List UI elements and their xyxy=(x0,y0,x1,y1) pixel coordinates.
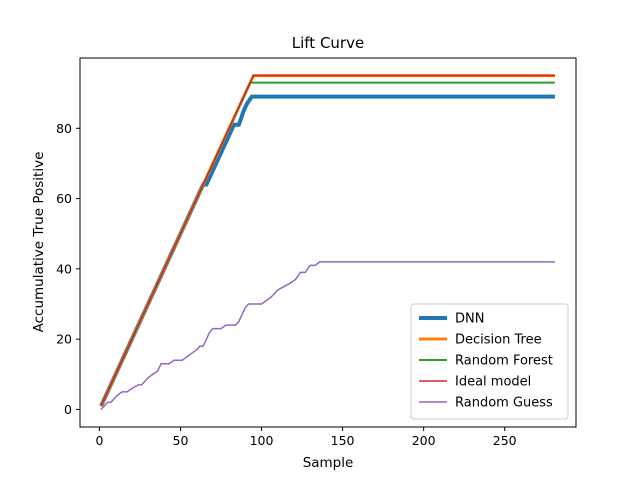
y-tick-label: 60 xyxy=(56,191,72,206)
y-tick-label: 80 xyxy=(56,121,72,136)
x-tick-label: 250 xyxy=(493,433,517,448)
legend-label: Random Forest xyxy=(455,354,553,369)
legend-label: Random Guess xyxy=(455,396,553,411)
chart-title: Lift Curve xyxy=(292,34,364,52)
x-axis: 0 50 100 150 200 250 xyxy=(95,427,517,448)
series-line-random-guess xyxy=(100,261,555,410)
x-tick-label: 150 xyxy=(331,433,355,448)
legend: DNN Decision Tree Random Forest Ideal model… xyxy=(410,303,569,420)
plot-frame xyxy=(79,57,577,428)
series-line-ideal-model xyxy=(100,74,555,407)
y-tick-label: 40 xyxy=(56,261,72,276)
x-tick-label: 50 xyxy=(173,433,189,448)
x-axis-title: Sample xyxy=(303,455,354,471)
legend-label: DNN xyxy=(455,312,484,327)
y-tick-label: 20 xyxy=(56,332,72,347)
legend-label: Decision Tree xyxy=(455,333,542,348)
x-tick-label: 200 xyxy=(412,433,436,448)
y-axis: 0 20 40 60 80 xyxy=(56,121,80,417)
y-axis-title: Accumulative True Positive xyxy=(31,152,47,333)
x-tick-label: 0 xyxy=(95,433,103,448)
legend-box xyxy=(410,303,569,420)
legend-label: Ideal model xyxy=(455,375,531,390)
series-layer xyxy=(99,74,555,410)
x-tick-label: 100 xyxy=(250,433,274,448)
y-tick-label: 0 xyxy=(64,402,72,417)
